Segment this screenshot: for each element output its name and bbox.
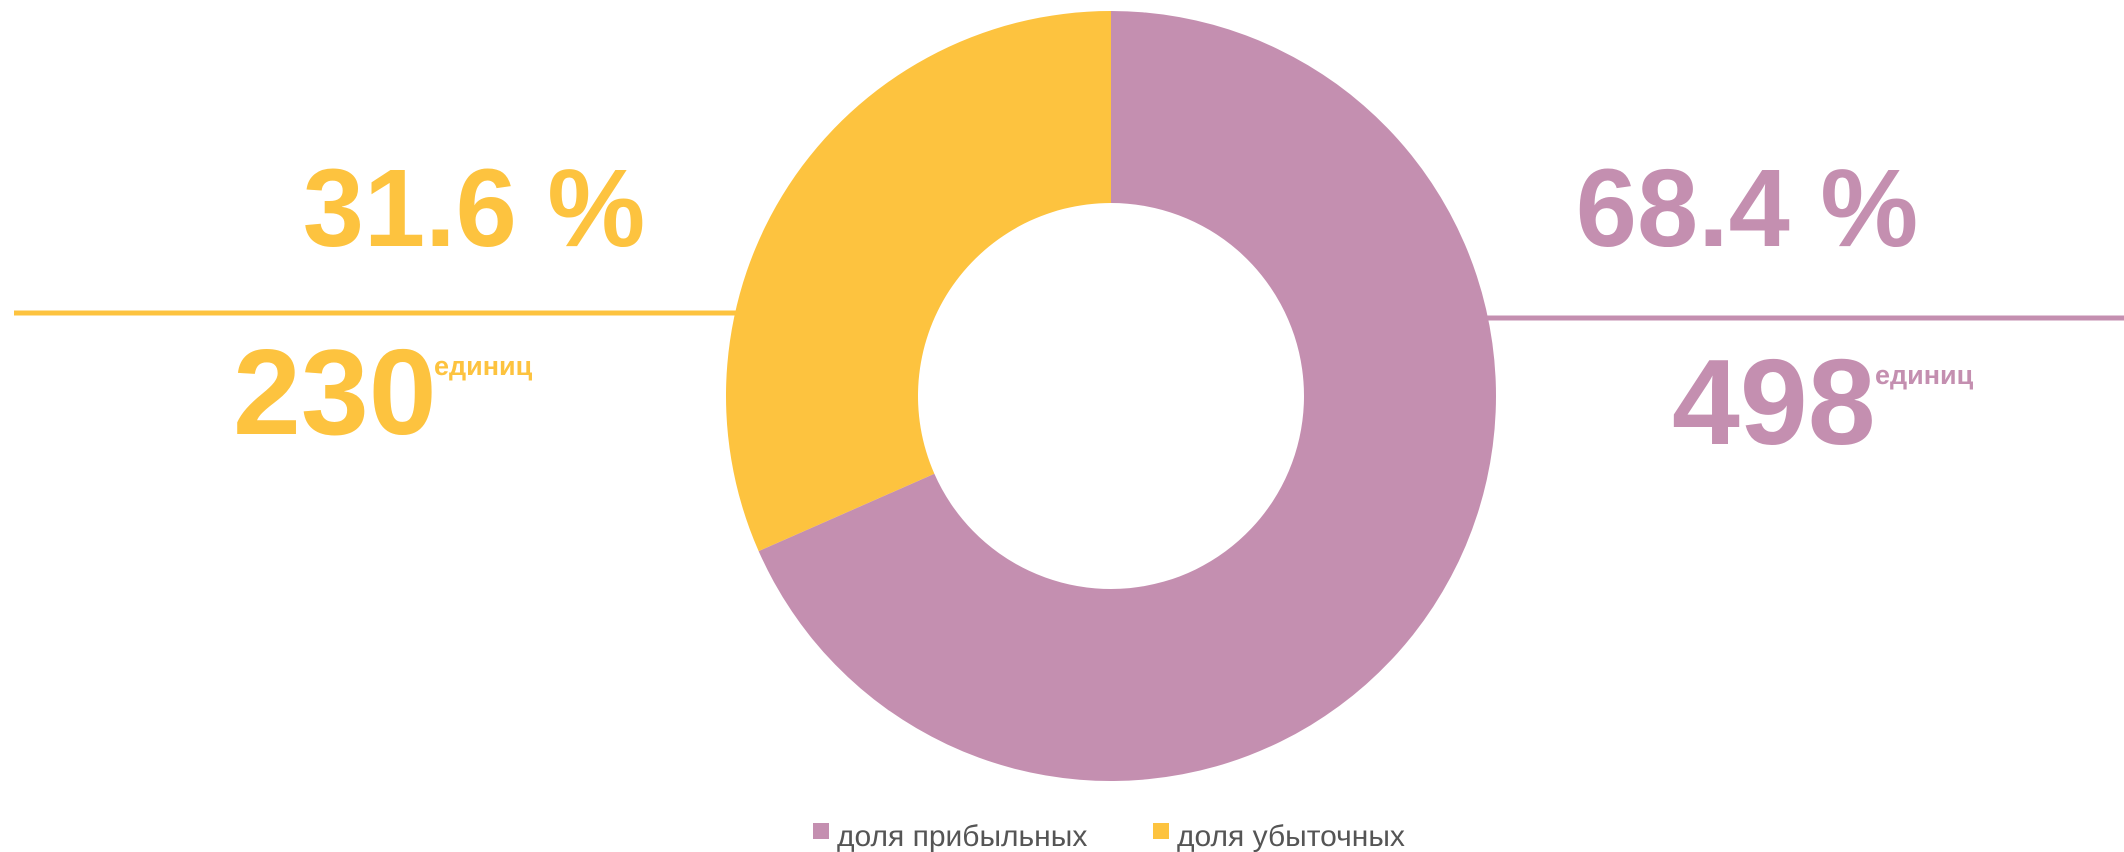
legend-label: доля прибыльных (837, 820, 1087, 852)
percent-label: 31.6 % (303, 147, 645, 270)
legend-swatch (1153, 823, 1169, 839)
legend-label: доля убыточных (1177, 820, 1405, 852)
count-unit: единиц (1875, 360, 1974, 390)
donut-segment (726, 11, 1111, 552)
legend-swatch (813, 823, 829, 839)
count-unit: единиц (434, 351, 533, 381)
count-label: 230 (233, 324, 437, 460)
percent-label: 68.4 % (1576, 147, 1918, 270)
count-label: 498 (1672, 334, 1876, 470)
donut-segment (758, 11, 1496, 781)
